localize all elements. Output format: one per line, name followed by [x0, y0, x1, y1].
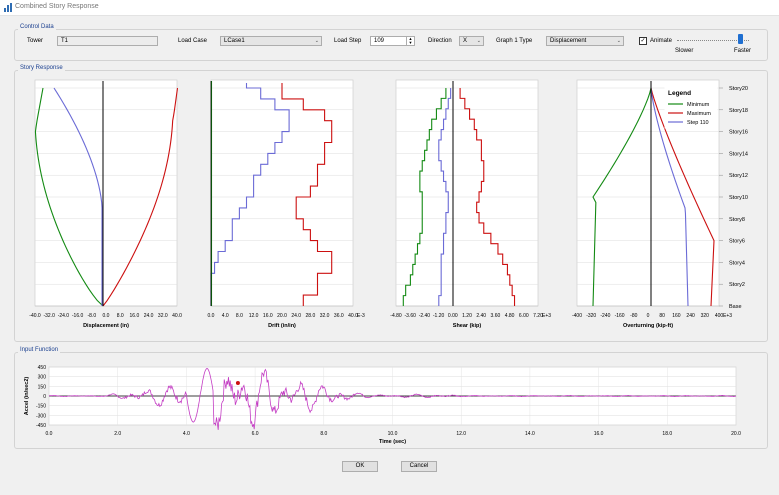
animate-label: Animate [650, 38, 673, 44]
speed-slider-track[interactable] [677, 40, 749, 42]
load-case-select[interactable]: LCase1 ⌄ [220, 36, 322, 46]
faster-label: Faster [734, 48, 752, 54]
load-step-input[interactable]: 109 ▲ ▼ [370, 36, 415, 46]
chevron-down-icon: ⌄ [476, 38, 481, 44]
spin-buttons[interactable]: ▲ ▼ [406, 37, 414, 45]
ok-button[interactable]: OK [342, 461, 378, 472]
title-bar: Combined Story Response [0, 0, 779, 16]
tower-field: T1 [57, 36, 158, 46]
graph-type-select[interactable]: Displacement ⌄ [546, 36, 624, 46]
load-step-label: Load Step [334, 38, 362, 44]
slower-label: Slower [675, 48, 694, 54]
load-case-label: Load Case [178, 38, 208, 44]
chevron-down-icon: ⌄ [616, 38, 621, 44]
direction-select[interactable]: X ⌄ [459, 36, 484, 46]
animate-checkbox[interactable]: ✓ [639, 37, 647, 45]
story-response-label: Story Response [18, 65, 65, 71]
direction-label: Direction [428, 38, 452, 44]
cancel-button[interactable]: Cancel [401, 461, 437, 472]
graph-type-label: Graph 1 Type [496, 38, 533, 44]
speed-slider-thumb[interactable] [738, 34, 743, 44]
input-function-label: Input Function [18, 347, 61, 353]
chevron-down-icon: ⌄ [314, 38, 319, 44]
control-data-group [14, 29, 768, 61]
tower-label: Tower [27, 38, 44, 44]
app-icon [4, 3, 12, 12]
story-response-group [14, 70, 768, 342]
input-function-group [14, 352, 768, 449]
window-title: Combined Story Response [15, 3, 99, 10]
control-data-label: Control Data [18, 24, 56, 30]
